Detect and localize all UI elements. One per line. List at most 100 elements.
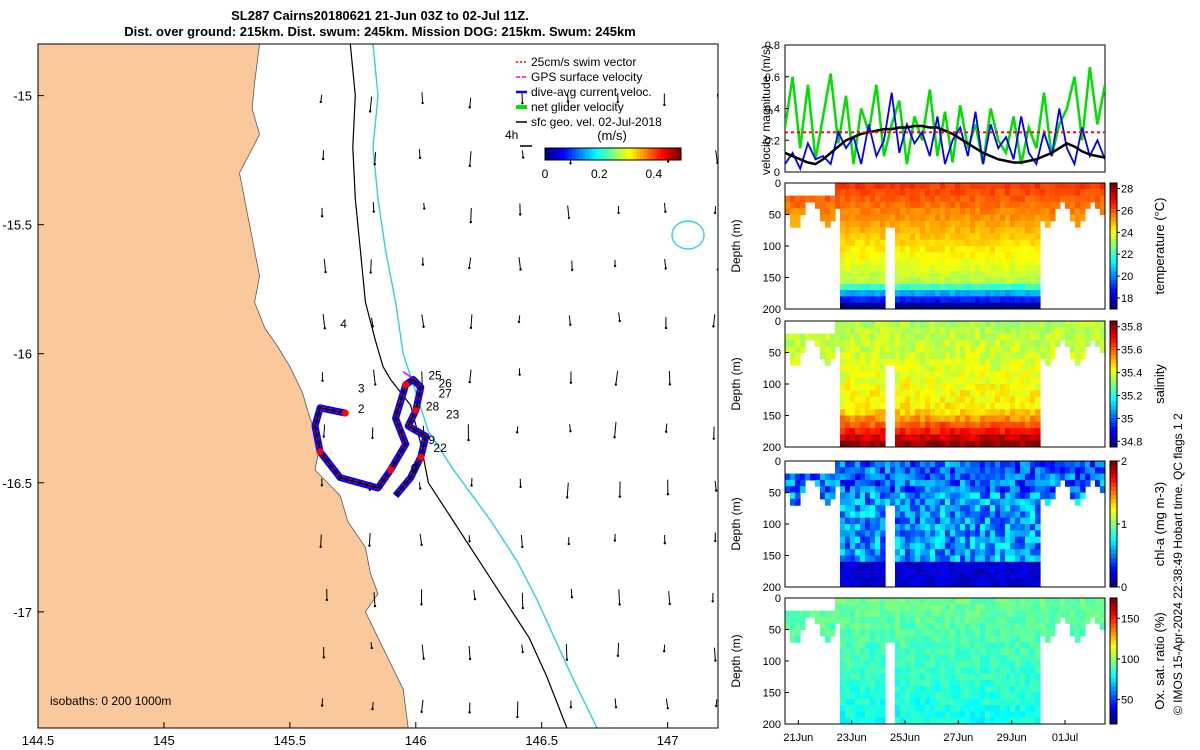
heatmap-cell bbox=[935, 264, 941, 272]
colorbar-segment bbox=[606, 148, 611, 160]
heatmap-cell bbox=[860, 239, 866, 247]
heatmap-cell bbox=[845, 467, 851, 475]
heatmap-cell bbox=[1000, 346, 1006, 354]
heatmap-cell bbox=[1020, 271, 1026, 279]
heatmap-cell bbox=[845, 377, 851, 385]
heatmap-cell bbox=[975, 473, 981, 481]
heatmap-cell bbox=[970, 246, 976, 253]
heatmap-cell bbox=[885, 635, 891, 643]
heatmap-cell bbox=[920, 409, 926, 417]
geostrophic-vector-head bbox=[570, 596, 574, 599]
heatmap-cell bbox=[895, 358, 901, 366]
heatmap-cell bbox=[880, 296, 886, 304]
heatmap-cell bbox=[1005, 479, 1011, 487]
heatmap-cell bbox=[870, 542, 876, 550]
heatmap-cell bbox=[895, 698, 901, 706]
heatmap-cell bbox=[880, 673, 886, 681]
heatmap-cell bbox=[915, 252, 921, 260]
geostrophic-vector bbox=[715, 150, 718, 163]
heatmap-cell bbox=[850, 227, 856, 234]
heatmap-cell bbox=[1050, 195, 1056, 203]
heatmap-cell bbox=[855, 530, 861, 538]
heatmap-cell bbox=[860, 271, 866, 279]
heatmap-cell bbox=[990, 542, 996, 550]
heatmap-colorbar-segment bbox=[1110, 409, 1117, 414]
heatmap-cell bbox=[855, 377, 861, 385]
heatmap-cell bbox=[970, 629, 976, 637]
colorbar-segment bbox=[589, 148, 594, 160]
heatmap-cell bbox=[1045, 616, 1051, 624]
heatmap-cell bbox=[855, 574, 861, 582]
heatmap-colorbar-segment bbox=[1110, 515, 1117, 521]
heatmap-cell bbox=[1040, 623, 1046, 631]
heatmap-cell bbox=[790, 358, 796, 366]
heatmap-cell bbox=[855, 440, 861, 447]
heatmap-cell bbox=[930, 214, 936, 222]
heatmap-cell bbox=[1035, 673, 1041, 681]
heatmap-cell bbox=[935, 390, 941, 398]
heatmap-cell bbox=[865, 549, 871, 557]
heatmap-cell bbox=[880, 542, 886, 550]
heatmap-cell bbox=[840, 371, 846, 379]
heatmap-cell bbox=[940, 616, 946, 624]
heatmap-cell bbox=[930, 642, 936, 649]
heatmap-cell bbox=[920, 283, 926, 291]
heatmap-cell bbox=[935, 189, 941, 197]
heatmap-cell bbox=[1015, 409, 1021, 417]
heatmap-cell bbox=[1010, 428, 1016, 435]
heatmap-cell bbox=[1100, 339, 1105, 347]
heatmap-cell bbox=[1055, 201, 1061, 209]
heatmap-cell bbox=[990, 440, 996, 447]
heatmap-cell bbox=[810, 195, 816, 203]
heatmap-cell bbox=[905, 214, 911, 222]
heatmap-cell bbox=[960, 252, 966, 260]
heatmap-cell bbox=[925, 358, 931, 366]
heatmap-cell bbox=[925, 692, 931, 700]
heatmap-cell bbox=[855, 542, 861, 550]
time-xtick-label: 25Jun bbox=[890, 732, 920, 744]
geostrophic-vector bbox=[322, 314, 326, 329]
heatmap-cell bbox=[945, 377, 951, 385]
heatmap-cell bbox=[895, 467, 901, 475]
heatmap-cell bbox=[860, 486, 866, 494]
heatmap-cell bbox=[925, 258, 931, 266]
heatmap-cell bbox=[865, 654, 871, 662]
heatmap-cell bbox=[1005, 264, 1011, 272]
heatmap-cell bbox=[920, 574, 926, 582]
heatmap-cell bbox=[950, 208, 956, 216]
heatmap-cell bbox=[940, 377, 946, 385]
heatmap-cell bbox=[965, 654, 971, 662]
heatmap-cell bbox=[905, 542, 911, 550]
heatmap-cell bbox=[980, 568, 986, 575]
heatmap-cell bbox=[910, 642, 916, 649]
colorbar-segment bbox=[660, 148, 665, 160]
map-xtick-label: 147 bbox=[657, 733, 679, 748]
heatmap-cell bbox=[1020, 440, 1026, 447]
heatmap-cell bbox=[910, 661, 916, 668]
heatmap-cell bbox=[895, 227, 901, 234]
heatmap-cell bbox=[935, 428, 941, 435]
heatmap-cell bbox=[1005, 517, 1011, 525]
heatmap-cell bbox=[940, 604, 946, 612]
heatmap-cell bbox=[960, 461, 966, 468]
heatmap-cell bbox=[1000, 635, 1006, 643]
heatmap-cell bbox=[1005, 252, 1011, 260]
heatmap-cell bbox=[995, 333, 1001, 341]
heatmap-cell bbox=[940, 661, 946, 668]
heatmap-cell bbox=[855, 549, 861, 557]
heatmap-cell bbox=[985, 214, 991, 222]
heatmap-cell bbox=[1000, 189, 1006, 197]
heatmap-cell bbox=[1025, 574, 1031, 582]
heatmap-cell bbox=[975, 654, 981, 662]
heatmap-cell bbox=[1035, 530, 1041, 538]
heatmap-cell bbox=[1035, 604, 1041, 612]
heatmap-cell bbox=[1000, 271, 1006, 279]
heatmap-cell bbox=[1070, 479, 1076, 487]
heatmap-cell bbox=[1015, 629, 1021, 637]
heatmap-cell bbox=[830, 333, 836, 341]
heatmap-cell bbox=[860, 428, 866, 435]
heatmap-cell bbox=[960, 505, 966, 512]
heatmap-cell bbox=[955, 623, 961, 631]
geostrophic-vector bbox=[614, 421, 617, 438]
heatmap-cell bbox=[840, 517, 846, 525]
